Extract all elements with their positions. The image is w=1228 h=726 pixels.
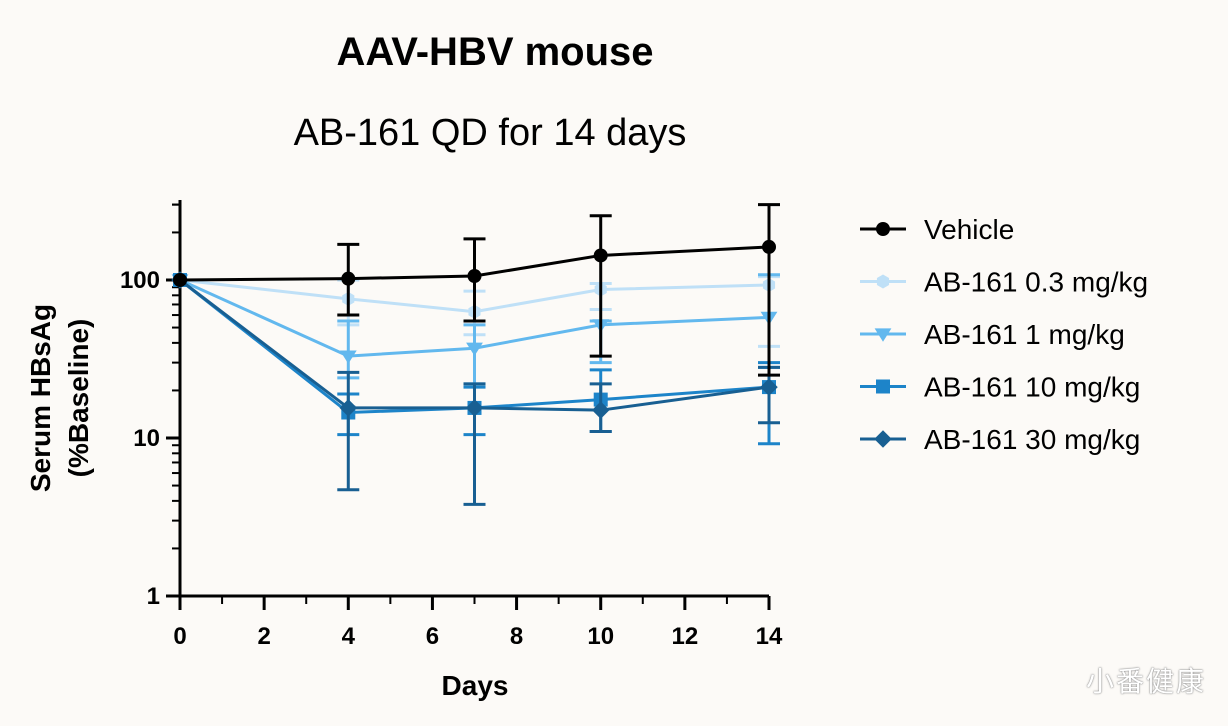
data-point [466,342,483,356]
x-tick-label: 8 [510,623,523,650]
data-point [339,399,358,417]
y-tick-label: 100 [120,267,160,294]
y-axis-label-line2: (%Baseline) [63,319,94,478]
x-tick-label: 4 [342,623,356,650]
y-axis-label-line1: Serum HBsAg [25,304,56,492]
legend-label: AB-161 0.3 mg/kg [924,267,1148,298]
chart-subtitle: AB-161 QD for 14 days [293,112,687,154]
data-point [467,269,482,284]
series-3 [173,273,780,446]
data-point [762,239,776,254]
data-point [593,248,608,263]
legend-marker [876,222,890,236]
legend: Vehicle AB-161 0.3 mg/kg AB-161 1 mg/kg AB-… [860,214,1148,455]
legend-marker [876,274,890,289]
legend-label: AB-161 10 mg/kg [924,372,1140,403]
legend-marker [874,430,892,448]
legend-marker [876,379,890,394]
series-layer [171,203,780,506]
data-point [591,401,610,419]
data-point [760,378,778,396]
x-tick-label: 12 [672,623,699,650]
series-0 [173,203,780,377]
x-axis-label: Days [442,670,509,701]
data-point [339,350,357,364]
data-point [341,271,356,286]
y-tick-label: 1 [147,583,160,610]
x-tick-label: 10 [587,623,614,650]
axes: 1 10 100 0 2 4 6 8 10 12 14 [120,200,783,650]
legend-marker [874,328,892,342]
legend-label: Vehicle [924,214,1014,245]
x-tick-label: 0 [173,623,186,650]
y-tick-label: 10 [133,425,160,452]
x-tick-label: 14 [756,623,783,650]
data-point [465,399,484,417]
watermark: 小番健康 [1085,666,1206,697]
legend-label: AB-161 30 mg/kg [924,424,1140,455]
data-point [173,273,187,287]
x-tick-label: 2 [257,623,270,650]
legend-label: AB-161 1 mg/kg [924,319,1125,350]
chart-title: AAV-HBV mouse [336,30,654,74]
x-tick-label: 6 [426,623,439,650]
series-1 [173,273,780,348]
